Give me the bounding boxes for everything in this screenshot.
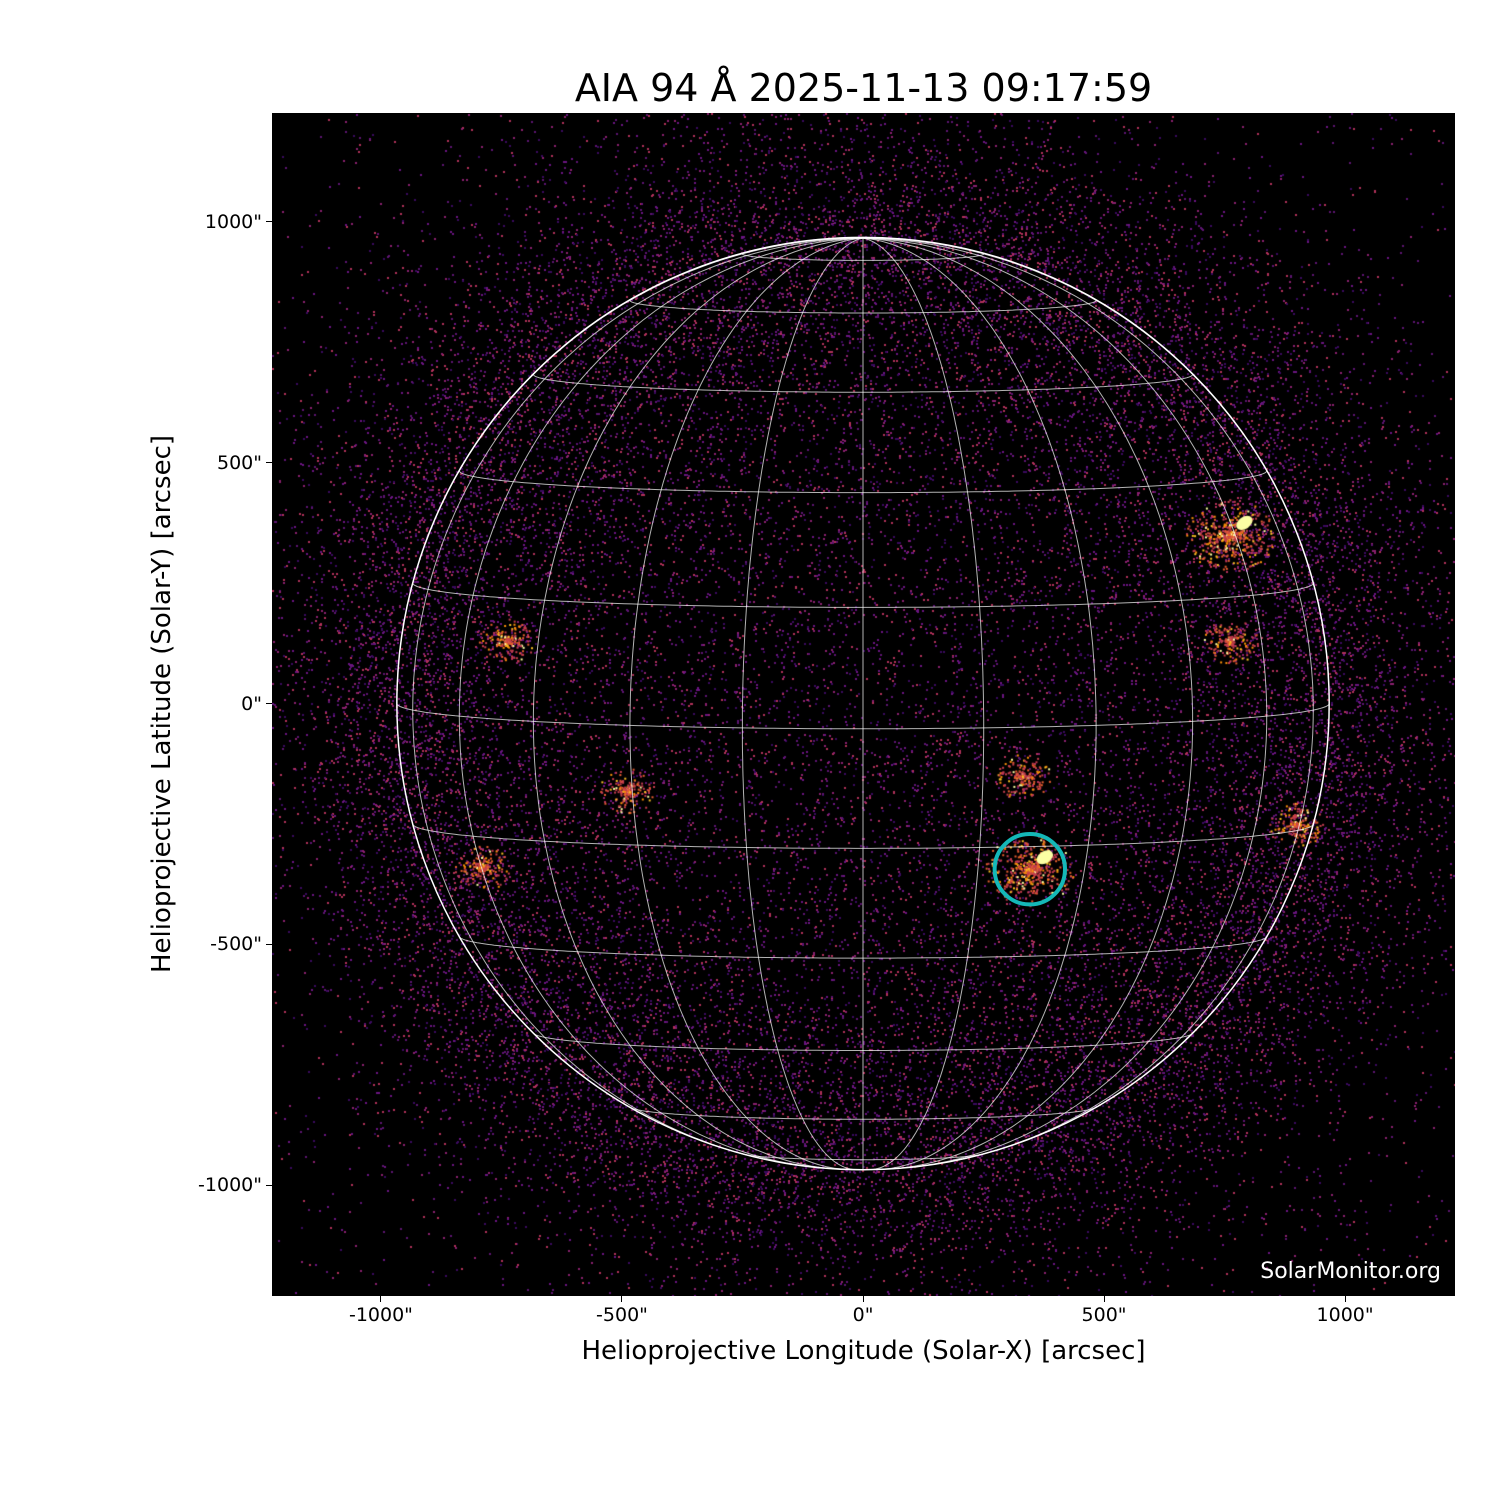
meridian-line [629,237,864,1170]
y-tick-label: 500" [216,451,262,474]
parallel-line [532,373,1194,393]
x-tick-label: 1000" [1316,1304,1374,1326]
watermark: SolarMonitor.org [1260,1259,1441,1284]
meridian-line [862,237,985,1171]
parallel-line [412,582,1314,608]
x-tick-mark [621,1296,623,1302]
y-tick-mark [266,1184,272,1186]
meridian-line [862,237,1194,1170]
parallel-line [631,1107,1096,1120]
meridian-line [863,237,1330,704]
x-tick-mark [1103,1296,1105,1302]
parallel-line [741,252,985,261]
x-tick-label: -500" [596,1304,648,1326]
y-tick-mark [266,943,272,945]
parallel-line [533,1033,1193,1051]
meridian-line [862,237,1314,1161]
y-tick-mark [266,221,272,223]
solar-image-axes: SolarMonitor.org [272,113,1455,1296]
meridian-line [396,237,863,704]
meridian-line [412,237,864,1161]
parallel-line [458,470,1268,494]
x-axis-label: Helioprojective Longitude (Solar-X) [arc… [581,1336,1146,1366]
meridian-line [458,237,864,1168]
chart-title: AIA 94 Å 2025-11-13 09:17:59 [574,66,1153,110]
x-tick-mark [862,1296,864,1302]
flare-highlight-circle [992,832,1068,907]
y-tick-mark [266,703,272,705]
meridian-line [741,237,864,1171]
y-axis-label: Helioprojective Latitude (Solar-Y) [arcs… [147,434,177,974]
meridian-line [532,237,864,1170]
y-tick-label: 1000" [204,210,262,233]
meridian-line [862,237,1097,1170]
y-tick-label: -500" [210,933,262,956]
x-tick-mark [1344,1296,1346,1302]
parallel-line [744,1154,982,1161]
x-tick-label: 500" [1081,1304,1127,1326]
parallel-line [629,298,1097,314]
y-tick-mark [266,462,272,464]
y-tick-label: -1000" [198,1174,262,1197]
x-tick-mark [380,1296,382,1302]
parallel-line [459,936,1267,959]
grid-overlay [396,236,1330,1171]
meridian-line [862,237,1268,1168]
x-tick-label: 0" [852,1304,874,1326]
x-tick-label: -1000" [348,1304,413,1326]
parallel-line [412,824,1314,849]
parallel-line [396,703,1330,730]
y-tick-label: 0" [241,692,262,715]
solar-limb [396,236,1330,1171]
